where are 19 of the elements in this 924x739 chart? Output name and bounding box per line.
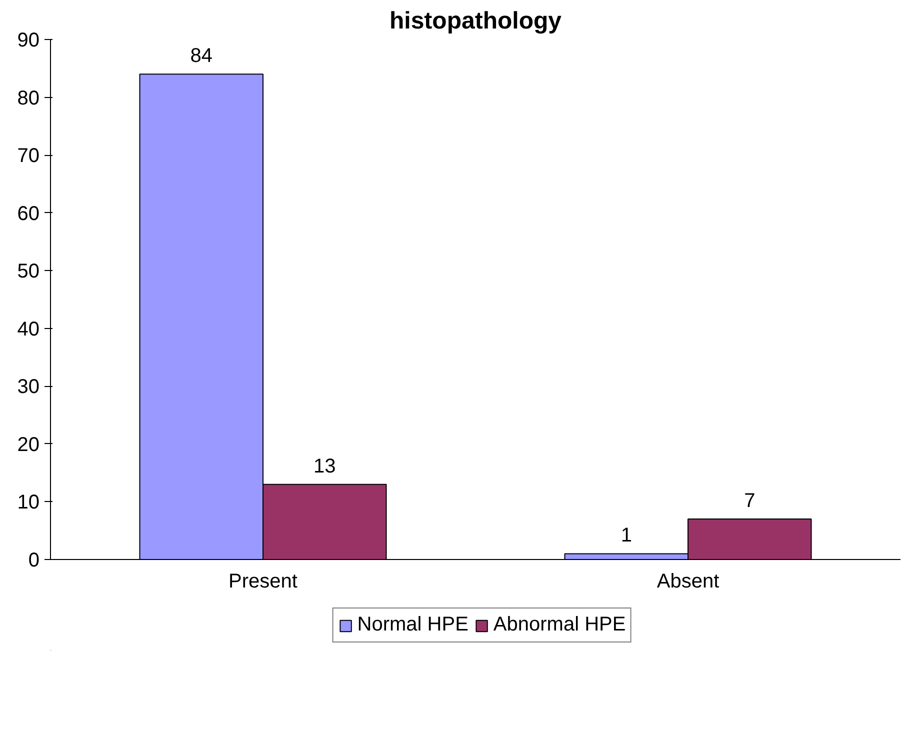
data-label: 7 <box>744 490 756 512</box>
legend-label: Normal HPE <box>357 614 468 636</box>
y-tick-label: 10 <box>17 492 40 514</box>
y-tick-label: 70 <box>17 145 40 168</box>
x-tick-label: Absent <box>656 570 720 592</box>
y-tick-label: 30 <box>17 376 40 398</box>
chart-title: histopathology <box>390 8 562 34</box>
y-tick-label: 40 <box>17 318 40 340</box>
data-label: 13 <box>314 455 336 478</box>
y-tick-label: 20 <box>17 434 40 456</box>
y-tick-label: 0 <box>28 550 40 572</box>
data-label: 1 <box>620 524 632 547</box>
y-tick-label: 60 <box>17 202 40 225</box>
y-tick-label: 90 <box>17 30 40 52</box>
x-tick-label: Present <box>228 570 298 592</box>
legend-label: Abnormal HPE <box>493 614 626 636</box>
y-tick-label: 50 <box>17 260 40 283</box>
data-label: 84 <box>190 45 212 68</box>
y-tick-label: 80 <box>17 87 40 110</box>
